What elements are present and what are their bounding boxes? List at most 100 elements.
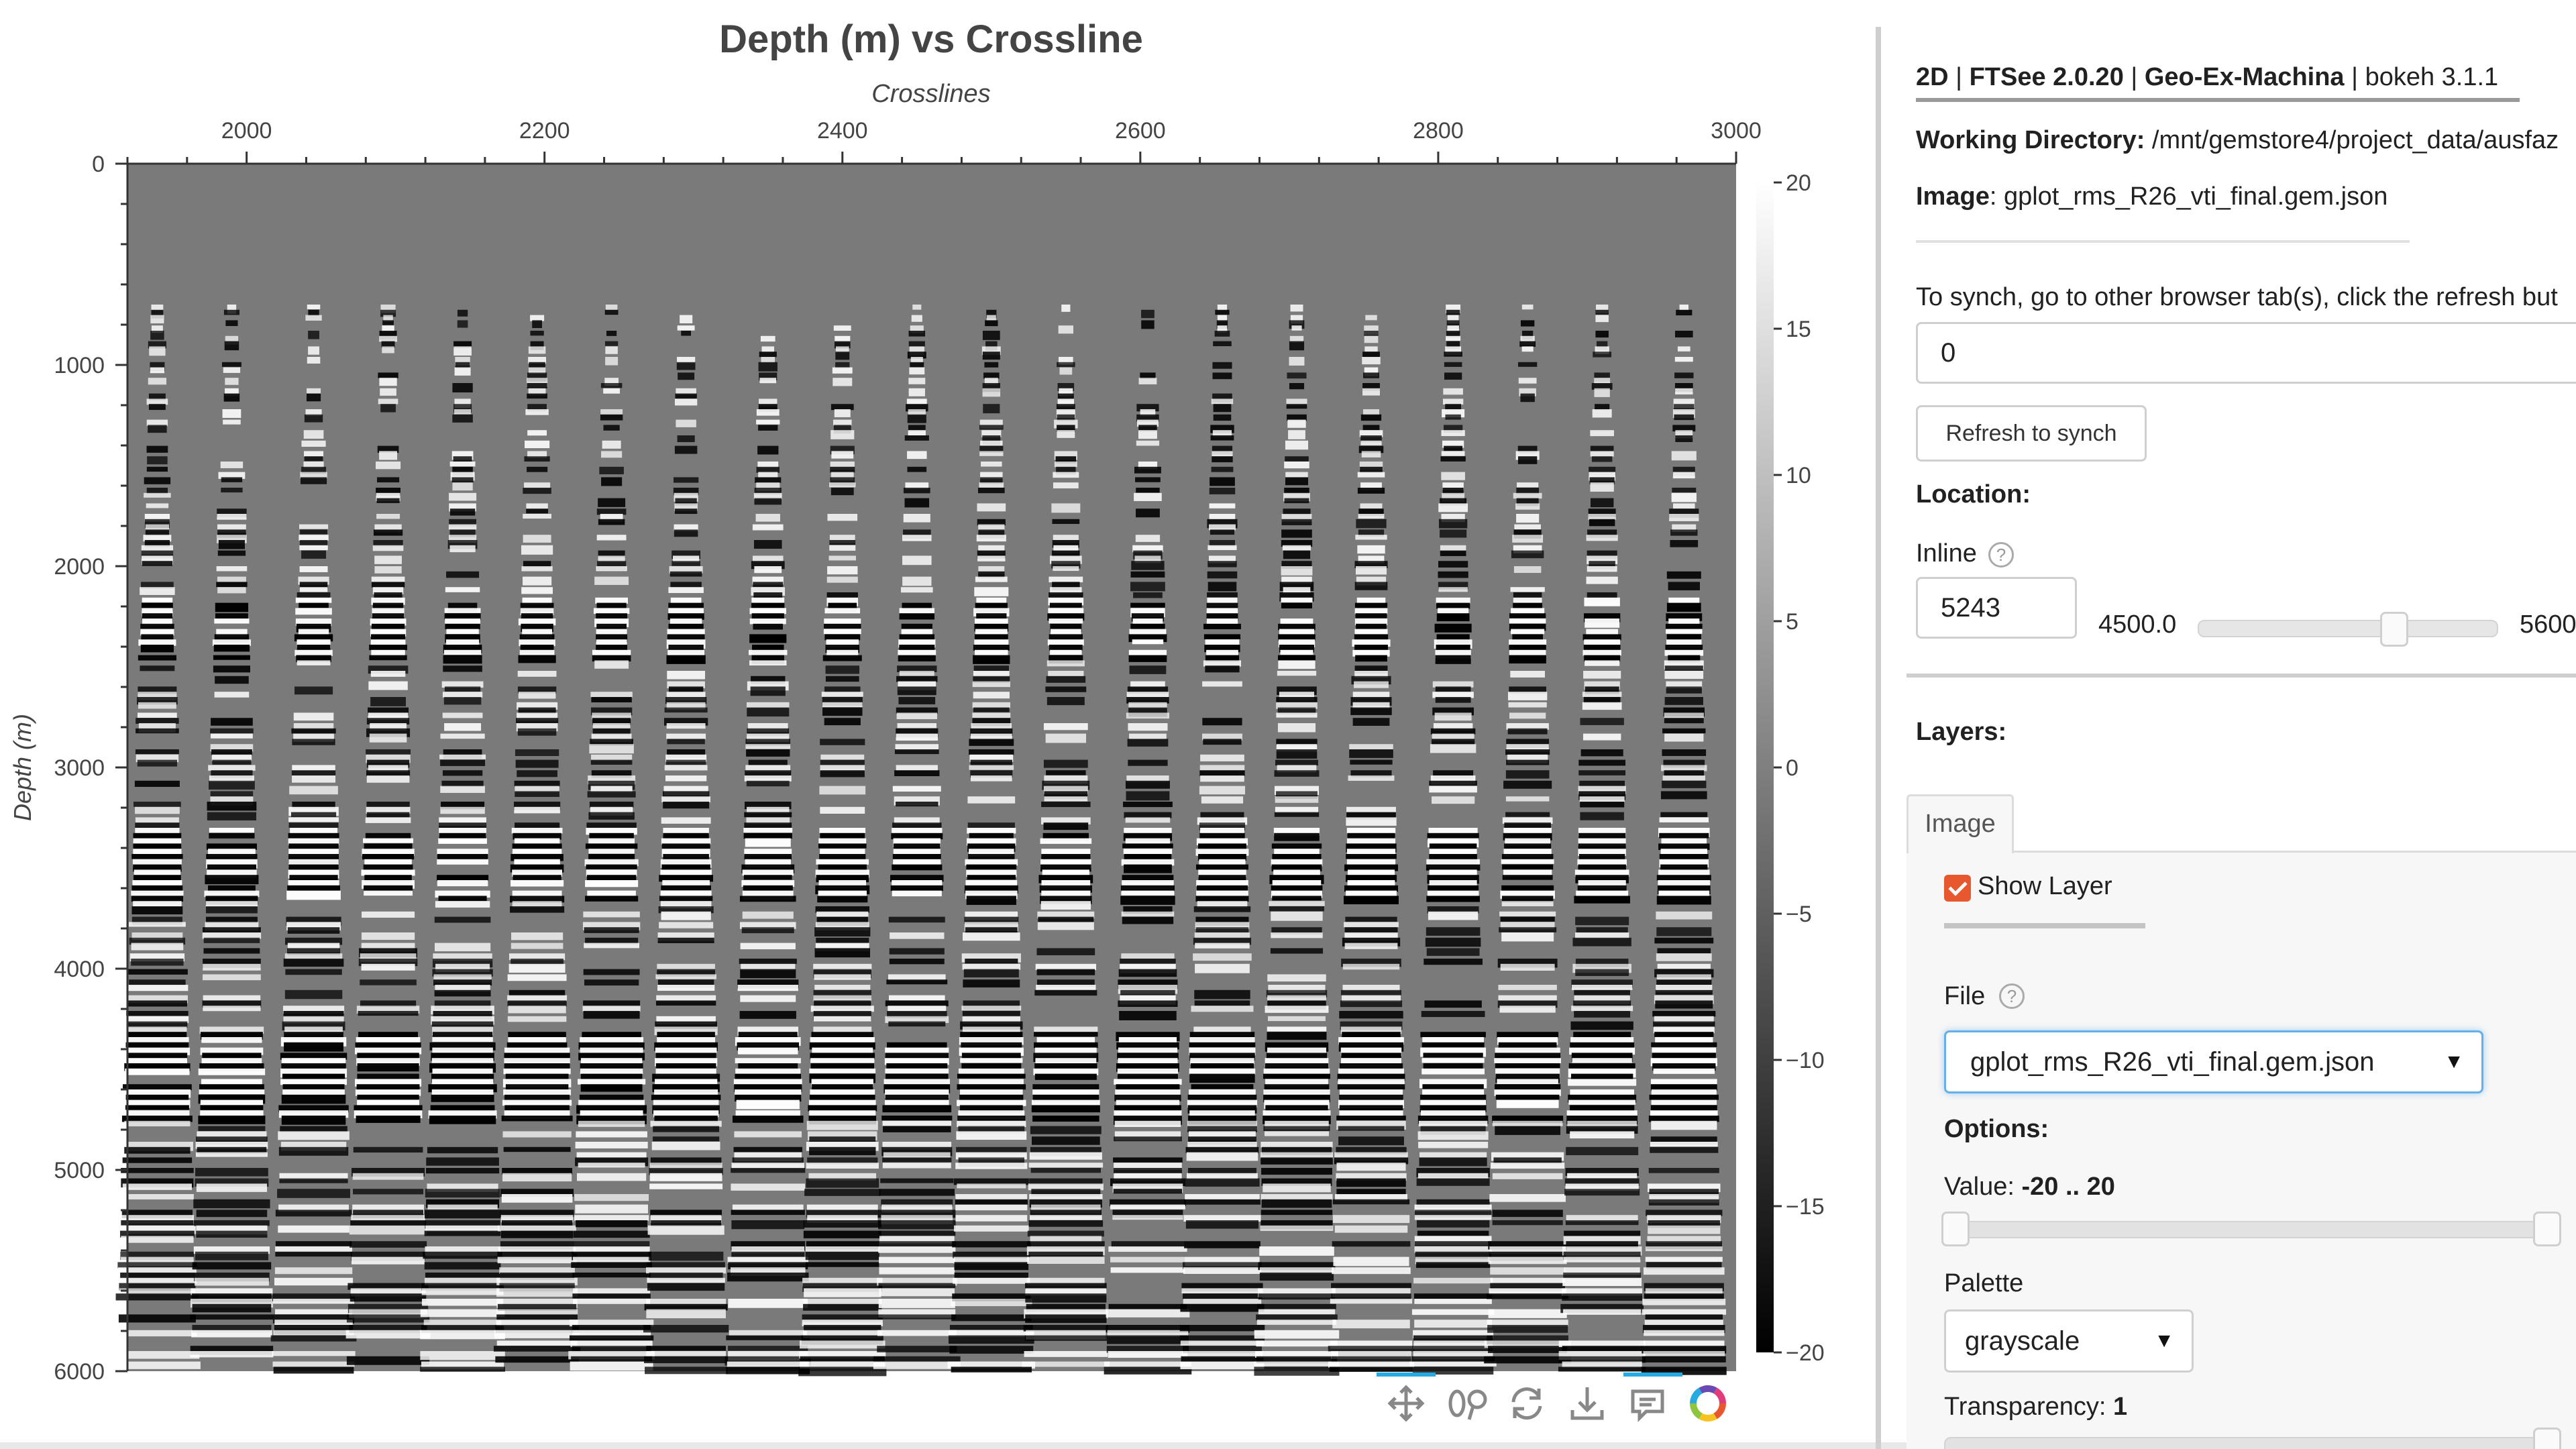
inline-slider-track[interactable] [2198, 620, 2498, 637]
reflection-band [586, 828, 637, 835]
reflection-band [1045, 733, 1087, 743]
reflection-band [1509, 649, 1546, 657]
reflection-band [1331, 1356, 1411, 1363]
reflection-band [1059, 388, 1073, 396]
reflection-band [1586, 629, 1619, 635]
reflection-band [1118, 1047, 1178, 1053]
reflection-band [1414, 1241, 1492, 1246]
reflection-band [497, 1303, 577, 1311]
reflection-band [503, 1068, 571, 1075]
reflection-band [502, 1173, 572, 1182]
reflection-band [357, 1073, 419, 1079]
reflection-band [806, 1120, 878, 1130]
layers-label: Layers: [1916, 718, 2007, 746]
seismic-gather [345, 305, 431, 1365]
reflection-band [1444, 445, 1463, 451]
reflection-band [752, 555, 784, 562]
reflection-band [585, 896, 639, 902]
reflection-band [1283, 587, 1311, 594]
refresh-to-synch-button[interactable]: Refresh to synch [1916, 405, 2147, 462]
value-range-max-handle[interactable] [2533, 1212, 2561, 1246]
inline-slider-handle[interactable] [2380, 612, 2409, 647]
reflection-band [376, 498, 400, 503]
reflection-band [285, 937, 343, 945]
reflection-band [646, 1351, 727, 1356]
reflection-band [1141, 320, 1155, 329]
seismic-gather [270, 305, 357, 1374]
reflection-band [908, 331, 926, 337]
image-info: Image: gplot_rms_R26_vti_final.gem.json [1916, 182, 2387, 211]
reflection-band [435, 890, 490, 898]
inline-help-icon[interactable]: ? [1988, 542, 2014, 568]
palette-select[interactable]: grayscale ▼ [1944, 1309, 2194, 1373]
reflection-band [1358, 445, 1384, 453]
reflection-band [1566, 1146, 1639, 1156]
file-select[interactable]: gplot_rms_R26_vti_final.gem.json ▼ [1944, 1030, 2483, 1093]
reflection-band [355, 1079, 422, 1087]
reflection-band [1442, 482, 1464, 490]
reflection-band [959, 1079, 1024, 1087]
reflection-band [650, 1215, 722, 1223]
reflection-band [1336, 1173, 1407, 1181]
reflection-band [758, 472, 778, 478]
reflection-band [901, 623, 932, 631]
reflection-band [600, 514, 623, 522]
reflection-band [908, 341, 925, 347]
reflection-band [304, 456, 323, 462]
reflection-band [1564, 1267, 1640, 1275]
reflection-band [1213, 404, 1232, 413]
reflection-band [1642, 1356, 1726, 1362]
reflection-band [1427, 890, 1479, 899]
reflection-band [148, 378, 167, 385]
reflection-band [969, 849, 1014, 857]
reflection-band [220, 462, 244, 468]
reflection-band [879, 1267, 955, 1275]
reflection-band [216, 582, 248, 588]
value-range-slider-track[interactable] [1944, 1221, 2559, 1238]
pan-icon[interactable] [1382, 1379, 1430, 1428]
reflection-band [1338, 1037, 1404, 1045]
reflection-band [362, 911, 415, 918]
reflection-band [949, 1325, 1033, 1330]
bokeh-logo-icon[interactable] [1684, 1379, 1732, 1428]
reflection-band [1110, 1204, 1185, 1210]
reflection-band [757, 445, 779, 455]
reflection-band [370, 671, 406, 677]
reflection-band [432, 1032, 493, 1037]
reflection-band [584, 943, 639, 949]
panel-divider[interactable] [1876, 27, 1881, 1449]
inline-input[interactable]: 5243 [1916, 577, 2077, 639]
reflection-band [507, 1000, 567, 1007]
reflection-band [129, 937, 186, 945]
reflection-band [379, 451, 398, 460]
reflection-band [1446, 341, 1460, 350]
seismic-plot[interactable]: Depth (m) vs Crossline Crosslines Depth … [0, 0, 1872, 1449]
reflection-band [516, 718, 559, 724]
reflection-band [520, 608, 554, 616]
reflection-band [1125, 817, 1171, 823]
value-range-min-handle[interactable] [1941, 1212, 1970, 1246]
header-sep: | [1955, 63, 1963, 91]
reflection-band [1572, 937, 1631, 947]
reflection-band [1138, 462, 1158, 470]
seismic-gather [113, 305, 201, 1369]
reflection-band [582, 1006, 641, 1012]
reflection-band [1108, 1246, 1187, 1252]
tab-image[interactable]: Image [1907, 794, 2014, 853]
show-layer-checkbox[interactable] [1944, 875, 1971, 902]
bottom-scrollbar[interactable] [0, 1442, 2576, 1449]
reflection-band [1426, 896, 1480, 902]
reset-icon[interactable] [1503, 1379, 1551, 1428]
file-help-icon[interactable]: ? [1999, 983, 2025, 1009]
save-icon[interactable] [1563, 1379, 1611, 1428]
transparency-slider-handle[interactable] [2533, 1428, 2561, 1449]
wheel-zoom-icon[interactable] [1442, 1379, 1491, 1428]
reflection-band [978, 566, 1005, 574]
hover-icon[interactable] [1623, 1379, 1672, 1428]
reflection-band [1278, 660, 1316, 669]
transparency-slider-track[interactable] [1944, 1437, 2559, 1449]
reflection-band [142, 619, 172, 625]
synch-input[interactable]: 0 [1916, 322, 2576, 384]
reflection-band [1128, 634, 1167, 643]
reflection-band [1495, 1094, 1560, 1100]
